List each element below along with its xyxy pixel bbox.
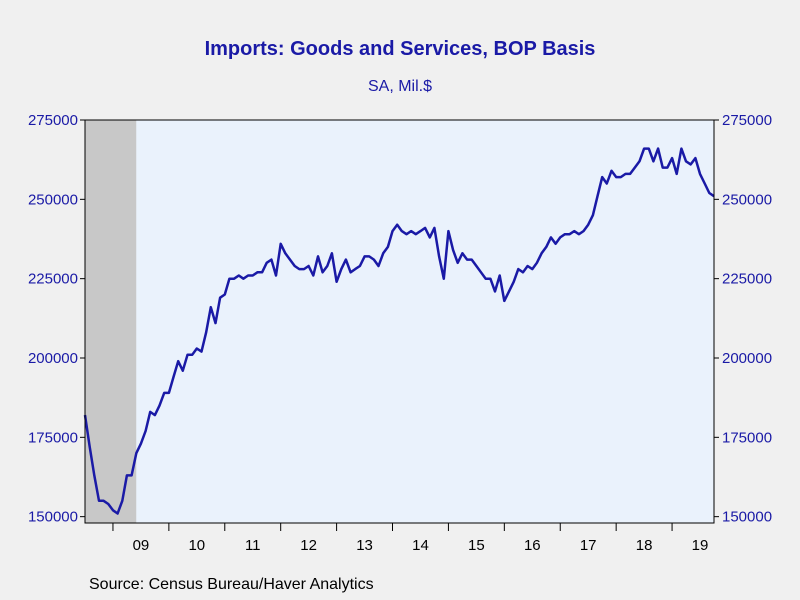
x-tick-label: 15 [468, 537, 485, 554]
plot-area [85, 120, 714, 523]
x-tick-label: 12 [300, 537, 317, 554]
y-left-tick-label: 275000 [28, 112, 78, 129]
imports-series-line [83, 147, 715, 515]
y-left-tick-label: 175000 [28, 429, 78, 446]
x-tick-label: 18 [636, 537, 653, 554]
y-left-tick-label: 150000 [28, 509, 78, 526]
y-right-tick-label: 150000 [722, 509, 772, 526]
x-tick-label: 17 [580, 537, 597, 554]
y-right-tick-label: 250000 [722, 191, 772, 208]
x-tick-label: 14 [412, 537, 429, 554]
x-tick-label: 16 [524, 537, 541, 554]
y-left-tick-label: 225000 [28, 271, 78, 288]
y-right-tick-label: 275000 [722, 112, 772, 129]
y-left-tick-label: 200000 [28, 350, 78, 367]
x-tick-label: 19 [692, 537, 709, 554]
x-tick-label: 10 [188, 537, 205, 554]
y-right-tick-label: 200000 [722, 350, 772, 367]
chart-title: Imports: Goods and Services, BOP Basis [204, 38, 596, 60]
y-right-tick-label: 225000 [722, 271, 772, 288]
recession-band [85, 120, 137, 523]
chart-subtitle: SA, Mil.$ [367, 78, 432, 95]
x-tick-label: 09 [133, 537, 150, 554]
x-tick-label: 13 [356, 537, 373, 554]
plot-frame [84, 119, 715, 524]
chart-source: Source: Census Bureau/Haver Analytics [89, 576, 374, 593]
y-left-tick-label: 250000 [28, 191, 78, 208]
y-right-tick-label: 175000 [722, 429, 772, 446]
x-tick-label: 11 [245, 537, 261, 554]
